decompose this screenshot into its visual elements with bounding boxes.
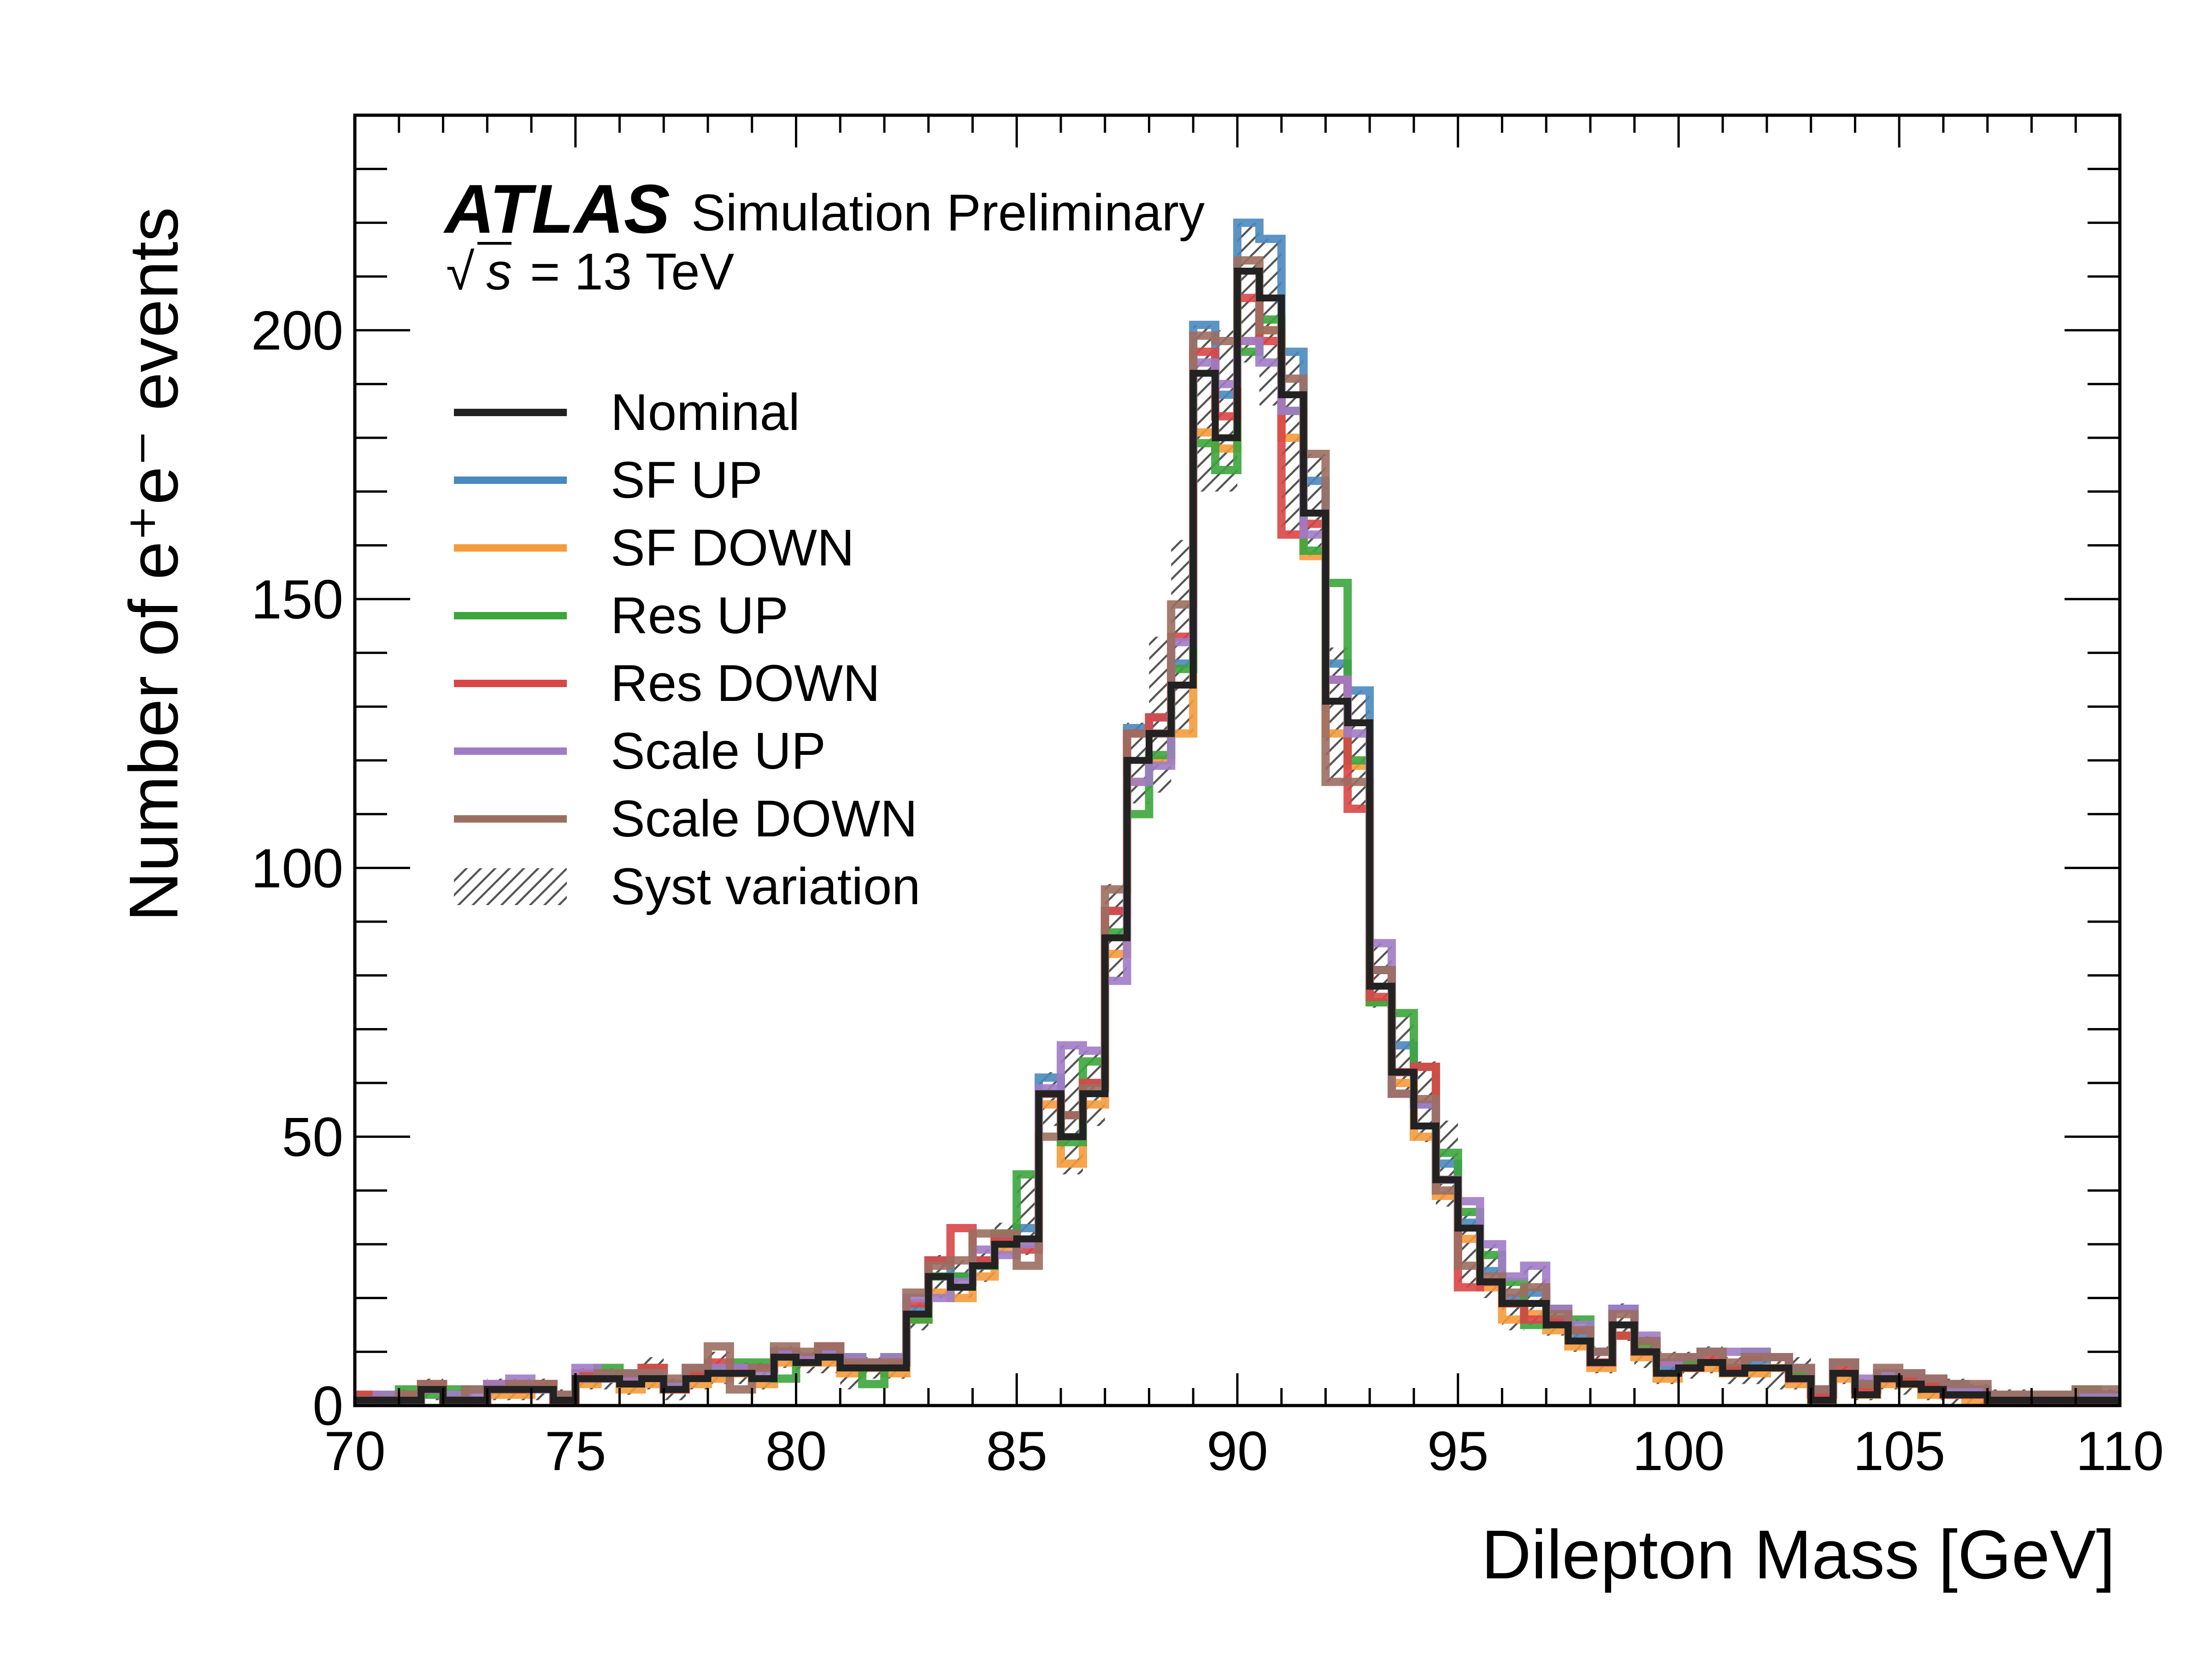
x-tick-label: 105	[1853, 1420, 1945, 1482]
y-tick-label: 100	[251, 837, 343, 899]
legend: Nominal SF UP SF DOWN Res UP Res DOWN Scale U…	[454, 383, 920, 915]
sqrt-s-symbol: s	[486, 243, 512, 300]
atlas-label: ATLAS	[443, 170, 670, 247]
plot-frame	[353, 113, 2122, 1407]
legend-swatch-syst-variation	[454, 868, 567, 905]
x-tick-label: 100	[1632, 1420, 1724, 1482]
legend-label-res-down: Res DOWN	[611, 654, 880, 712]
x-tick-label: 90	[1206, 1420, 1268, 1482]
x-tick-labels: 70 75 80 85 90 95 100 105 110	[324, 1420, 2164, 1482]
x-tick-label: 75	[545, 1420, 606, 1482]
y-tick-labels: 0 50 100 150 200	[251, 300, 343, 1437]
legend-label-scale-down: Scale DOWN	[611, 790, 918, 847]
x-tick-label: 110	[2076, 1420, 2164, 1482]
series-scale-down	[355, 256, 2120, 1405]
series-layer	[355, 218, 2120, 1406]
legend-label-scale-up: Scale UP	[611, 722, 826, 780]
y-axis-title: Number of e⁺e⁻ events	[115, 207, 192, 922]
x-axis-title: Dilepton Mass [GeV]	[1481, 1516, 2115, 1593]
legend-label-syst-variation: Syst variation	[611, 858, 920, 915]
legend-label-sf-up: SF UP	[611, 451, 763, 509]
series-nominal	[355, 267, 2120, 1404]
x-tick-label: 85	[986, 1420, 1047, 1482]
legend-label-res-up: Res UP	[611, 587, 788, 644]
x-tick-label: 80	[765, 1420, 827, 1482]
y-tick-label: 50	[282, 1106, 343, 1168]
legend-label-sf-down: SF DOWN	[611, 519, 854, 577]
energy-label: = 13 TeV	[530, 243, 734, 300]
x-tick-label: 70	[324, 1420, 385, 1482]
legend-label-nominal: Nominal	[611, 383, 800, 441]
x-tick-label: 95	[1427, 1420, 1488, 1482]
sqrt-symbol: √	[446, 243, 475, 300]
y-tick-label: 200	[251, 300, 343, 362]
simulation-preliminary-label: Simulation Preliminary	[691, 184, 1205, 241]
y-tick-label: 150	[251, 569, 343, 630]
y-tick-label: 0	[312, 1375, 343, 1437]
